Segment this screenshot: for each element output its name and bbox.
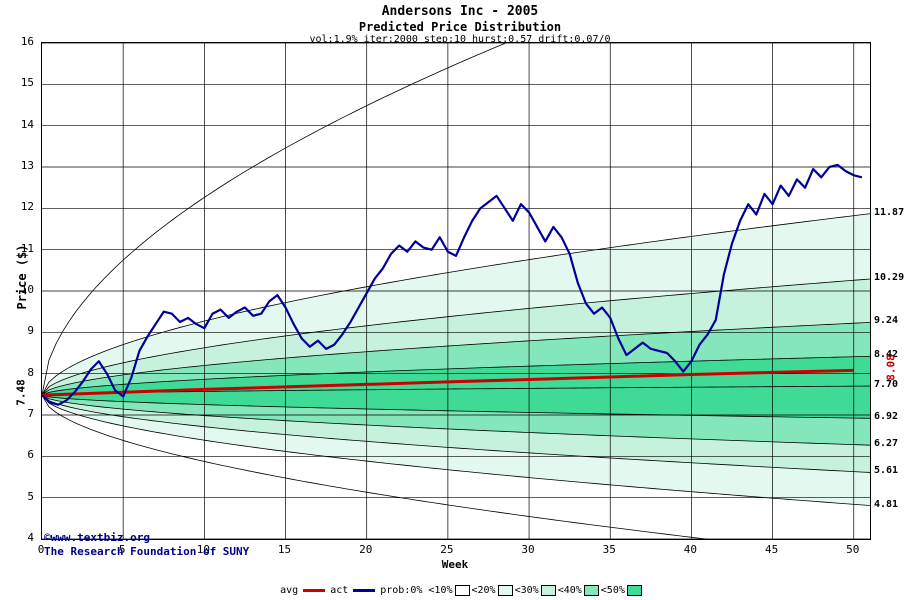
y-tick-label: 4 [27,531,34,544]
right-axis-value-label: 8.42 [874,349,899,361]
x-tick-label: 50 [846,543,860,556]
chart-parameters: vol:1.9% iter:2000 step:10 hurst:0.57 dr… [309,34,611,45]
y-tick-label: 7 [27,407,34,420]
plot-svg [42,43,870,539]
x-tick-label: 0 [37,543,45,556]
x-tick-label: 10 [196,543,210,556]
right-axis-value-label: 11.87 [874,206,905,218]
legend-band-swatch [626,584,642,596]
right-axis-value-label: 6.92 [874,411,899,423]
legend-act-label: act [330,584,349,596]
right-axis-value-label: 7.70 [874,379,899,391]
right-axis-value-label: 5.61 [874,465,899,477]
y-tick-label: 9 [27,324,34,338]
y-tick-label: 14 [20,117,34,131]
y-tick-label: 13 [20,159,34,172]
y-tick-label: 16 [20,35,34,48]
start-value-label: 7.48 [14,379,28,406]
right-axis-value-label: 10.29 [874,272,905,283]
legend-item-avg: avg act prob:0% [278,585,424,596]
legend-act-swatch [353,588,376,592]
legend-band-swatch [540,584,556,596]
legend-band-label: <20% [471,584,496,596]
x-tick-label: 40 [683,543,698,556]
right-axis-value-label: 6.27 [874,438,899,450]
legend-prob-label: prob:0% [380,584,423,596]
x-tick-label: 15 [277,543,292,556]
x-tick-label: 5 [118,543,126,556]
legend-avg-label: avg [280,584,299,596]
y-tick-label: 6 [27,448,34,462]
end-value-label: 8.08 [884,354,898,382]
x-tick-label: 35 [602,543,616,556]
watermark-copyright: ©www.textbiz.org [44,531,150,544]
x-tick-label: 45 [764,543,779,556]
x-tick-label: 25 [440,543,454,556]
legend-band-swatch [454,584,470,596]
legend-bands: <10% <20% <30% <40% <50% [426,584,642,596]
legend-band-swatch [497,584,513,596]
right-axis-value-label: 9.24 [874,315,899,327]
legend-band-swatch [583,584,599,596]
right-axis-value-label: 4.81 [874,498,899,510]
chart-subtitle: Predicted Price Distribution [358,20,562,34]
x-tick-label: 20 [359,543,373,556]
chart-legend: avg act prob:0% <10% <20% <30% <40% <50% [0,582,920,598]
x-axis-label: Week [441,558,469,571]
x-tick-label: 30 [521,543,535,556]
watermark-organization: The Research Foundation of SUNY [44,545,250,558]
legend-band-label: <40% [557,584,582,596]
legend-band-label: <30% [514,584,539,596]
y-tick-label: 5 [27,489,34,503]
y-tick-label: 15 [20,76,34,90]
plot-area [41,42,871,540]
legend-band-label: <10% [428,584,453,596]
y-tick-label: 11 [20,241,34,255]
y-tick-label: 8 [27,365,34,379]
legend-avg-swatch [303,588,326,592]
legend-band-label: <50% [600,584,625,596]
y-tick-label: 10 [20,283,34,296]
y-tick-label: 12 [20,200,34,214]
chart-title: Andersons Inc - 2005 [381,4,539,19]
